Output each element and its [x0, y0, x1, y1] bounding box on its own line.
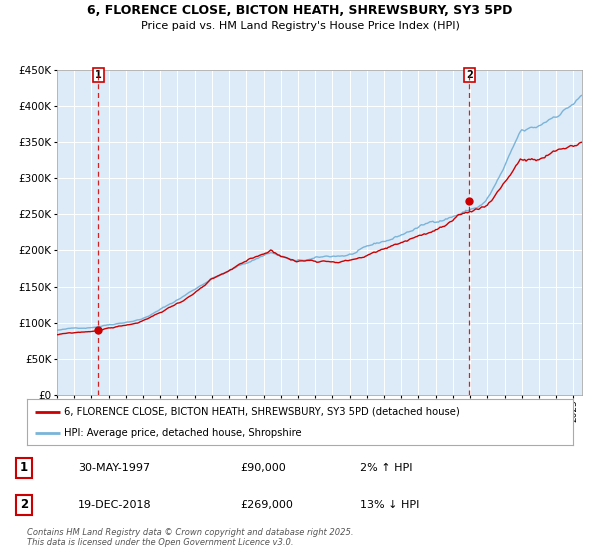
Text: 19-DEC-2018: 19-DEC-2018 — [78, 500, 152, 510]
Text: 2: 2 — [466, 70, 473, 80]
Text: 6, FLORENCE CLOSE, BICTON HEATH, SHREWSBURY, SY3 5PD (detached house): 6, FLORENCE CLOSE, BICTON HEATH, SHREWSB… — [64, 407, 460, 417]
Text: 6, FLORENCE CLOSE, BICTON HEATH, SHREWSBURY, SY3 5PD: 6, FLORENCE CLOSE, BICTON HEATH, SHREWSB… — [88, 4, 512, 17]
Text: £90,000: £90,000 — [240, 463, 286, 473]
Text: 2% ↑ HPI: 2% ↑ HPI — [360, 463, 413, 473]
Text: Contains HM Land Registry data © Crown copyright and database right 2025.
This d: Contains HM Land Registry data © Crown c… — [27, 528, 353, 547]
Text: 30-MAY-1997: 30-MAY-1997 — [78, 463, 150, 473]
Text: HPI: Average price, detached house, Shropshire: HPI: Average price, detached house, Shro… — [64, 428, 302, 438]
Text: £269,000: £269,000 — [240, 500, 293, 510]
Text: 13% ↓ HPI: 13% ↓ HPI — [360, 500, 419, 510]
Text: 1: 1 — [20, 461, 28, 474]
Text: 2: 2 — [20, 498, 28, 511]
Text: Price paid vs. HM Land Registry's House Price Index (HPI): Price paid vs. HM Land Registry's House … — [140, 21, 460, 31]
Text: 1: 1 — [95, 70, 102, 80]
